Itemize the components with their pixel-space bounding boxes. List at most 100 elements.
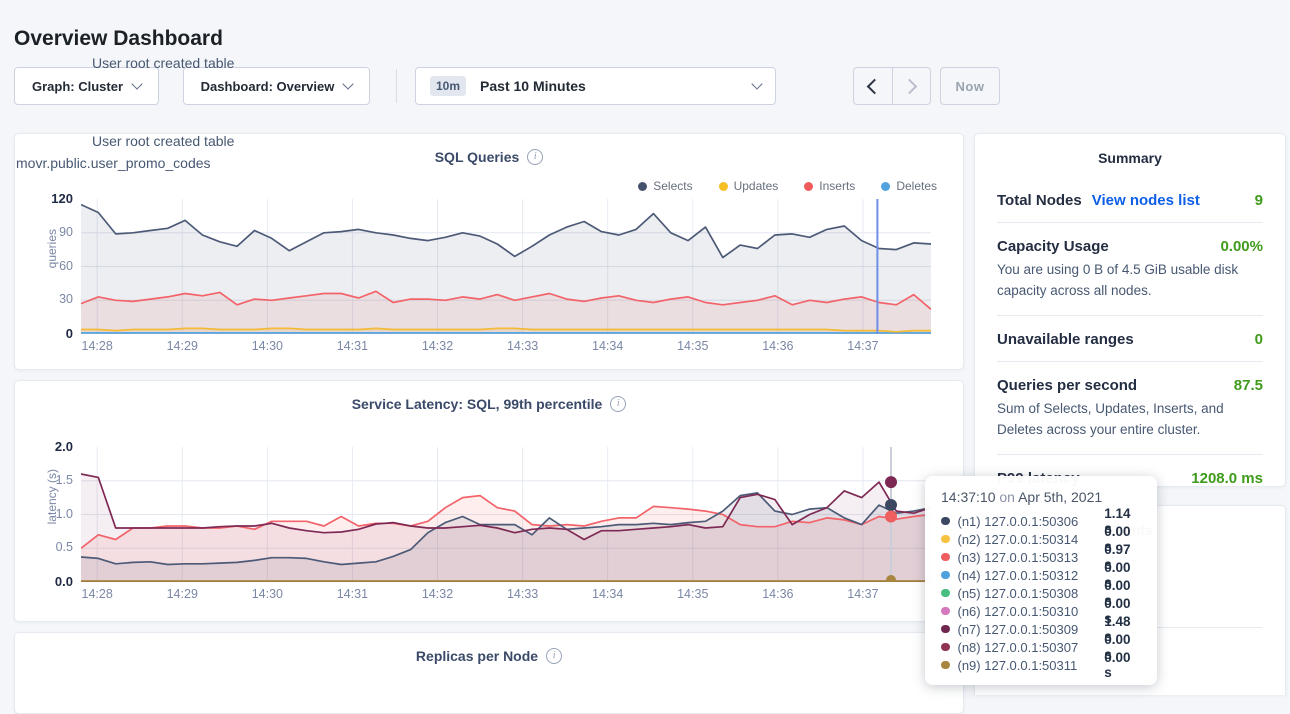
legend-dot-icon: [804, 182, 813, 191]
x-axis-tick: 14:35: [663, 587, 723, 601]
legend-dot-icon: [881, 182, 890, 191]
summary-subtext: Sum of Selects, Updates, Inserts, and De…: [997, 399, 1263, 441]
sql-queries-plot[interactable]: [81, 199, 931, 334]
tooltip-row: (n9) 127.0.0.1:503110.00 s: [941, 656, 1141, 674]
legend-item-updates[interactable]: Updates: [719, 179, 779, 193]
legend-item-deletes[interactable]: Deletes: [881, 179, 937, 193]
tooltip-node-address: (n3) 127.0.0.1:50313: [958, 550, 1105, 565]
tooltip-node-address: (n9) 127.0.0.1:50311: [958, 658, 1105, 673]
y-axis-tick: 30: [19, 292, 73, 306]
summary-divider: [997, 315, 1263, 316]
node-color-dot-icon: [941, 661, 950, 670]
x-axis-tick: 14:28: [67, 339, 127, 353]
x-axis-tick: 14:37: [833, 339, 893, 353]
legend-dot-icon: [719, 182, 728, 191]
time-back-button[interactable]: [854, 68, 893, 104]
node-color-dot-icon: [941, 535, 950, 544]
y-axis-tick: 120: [19, 191, 73, 206]
summary-label: Queries per second: [997, 377, 1137, 394]
summary-label: Capacity Usage: [997, 238, 1109, 255]
tooltip-node-address: (n8) 127.0.0.1:50307: [958, 640, 1105, 655]
dashboard-dropdown[interactable]: Dashboard: Overview: [183, 67, 370, 105]
chart-title: Replicas per Node: [416, 648, 538, 664]
replicas-card: Replicas per Node i: [14, 632, 964, 714]
tooltip-node-address: (n1) 127.0.0.1:50306: [958, 514, 1105, 529]
summary-row: Total Nodes View nodes list 9: [997, 192, 1263, 209]
legend-item-selects[interactable]: Selects: [638, 179, 692, 193]
x-axis-tick: 14:34: [578, 587, 638, 601]
x-axis-tick: 14:36: [748, 339, 808, 353]
tooltip-node-address: (n6) 127.0.0.1:50310: [958, 604, 1105, 619]
info-icon[interactable]: i: [527, 149, 543, 165]
x-axis-tick: 14:30: [237, 339, 297, 353]
latency-plot[interactable]: [81, 447, 931, 582]
y-axis-tick: 60: [19, 259, 73, 273]
tooltip-node-address: (n4) 127.0.0.1:50312: [958, 568, 1105, 583]
summary-panel: Summary Total NodesView nodes list9Capac…: [974, 133, 1286, 487]
summary-value: 1208.0 ms: [1191, 470, 1263, 487]
x-axis-tick: 14:31: [322, 339, 382, 353]
node-color-dot-icon: [941, 553, 950, 562]
chart-tooltip: 14:37:10 on Apr 5th, 2021 (n1) 127.0.0.1…: [925, 476, 1157, 685]
time-pager: [853, 67, 931, 105]
y-axis-tick: 90: [19, 225, 73, 239]
summary-label: Unavailable ranges: [997, 331, 1134, 348]
node-color-dot-icon: [941, 571, 950, 580]
summary-divider: [997, 222, 1263, 223]
summary-divider: [997, 361, 1263, 362]
tooltip-node-address: (n5) 127.0.0.1:50308: [958, 586, 1105, 601]
legend-item-inserts[interactable]: Inserts: [804, 179, 855, 193]
tooltip-timestamp: 14:37:10 on Apr 5th, 2021: [941, 489, 1141, 505]
x-axis-tick: 14:34: [578, 339, 638, 353]
legend-label: Deletes: [896, 179, 937, 193]
graph-dropdown[interactable]: Graph: Cluster: [14, 67, 159, 105]
node-color-dot-icon: [941, 643, 950, 652]
time-forward-button[interactable]: [893, 68, 931, 104]
x-axis-tick: 14:33: [493, 339, 553, 353]
event-item[interactable]: movr.public.user_promo_codes: [16, 155, 211, 171]
y-axis-tick: 2.0: [19, 439, 73, 454]
x-axis-tick: 14:29: [152, 339, 212, 353]
summary-subtext: You are using 0 B of 4.5 GiB usable disk…: [997, 260, 1263, 302]
event-item[interactable]: User root created table: [92, 133, 234, 149]
chart-legend: Selects Updates Inserts Deletes: [638, 179, 937, 193]
summary-label: Total Nodes: [997, 192, 1082, 209]
node-color-dot-icon: [941, 607, 950, 616]
summary-row: Capacity Usage 0.00%: [997, 238, 1263, 255]
y-axis-tick: 0.0: [19, 574, 73, 589]
summary-row: Unavailable ranges 0: [997, 331, 1263, 348]
toolbar-divider: [396, 69, 397, 103]
time-range-dropdown[interactable]: 10m Past 10 Minutes: [415, 67, 776, 105]
tooltip-node-value: 0.00 s: [1104, 650, 1141, 680]
x-axis-tick: 14:31: [322, 587, 382, 601]
summary-value: 0.00%: [1220, 238, 1263, 255]
chevron-down-icon: [343, 78, 354, 89]
x-axis-tick: 14:29: [152, 587, 212, 601]
info-icon[interactable]: i: [610, 396, 626, 412]
x-axis-tick: 14:32: [408, 339, 468, 353]
chevron-down-icon: [751, 78, 762, 89]
legend-label: Updates: [734, 179, 779, 193]
node-color-dot-icon: [941, 589, 950, 598]
view-nodes-list-link[interactable]: View nodes list: [1092, 192, 1200, 209]
dashboard-dropdown-label: Dashboard: Overview: [201, 79, 335, 94]
summary-divider: [997, 454, 1263, 455]
now-button[interactable]: Now: [940, 67, 1000, 105]
time-range-label: Past 10 Minutes: [480, 78, 586, 94]
graph-dropdown-label: Graph: Cluster: [32, 79, 123, 94]
y-axis-tick: 0.5: [19, 540, 73, 554]
x-axis-tick: 14:33: [493, 587, 553, 601]
x-axis-tick: 14:30: [237, 587, 297, 601]
x-axis-tick: 14:36: [748, 587, 808, 601]
tooltip-node-address: (n7) 127.0.0.1:50309: [958, 622, 1105, 637]
chevron-right-icon: [902, 78, 918, 94]
summary-value: 9: [1255, 192, 1263, 209]
x-axis-tick: 14:28: [67, 587, 127, 601]
event-item[interactable]: User root created table: [92, 55, 234, 71]
legend-label: Selects: [653, 179, 692, 193]
time-range-badge: 10m: [430, 76, 466, 96]
summary-value: 0: [1255, 331, 1263, 348]
tooltip-node-address: (n2) 127.0.0.1:50314: [958, 532, 1105, 547]
y-axis-tick: 0: [19, 326, 73, 341]
info-icon[interactable]: i: [546, 648, 562, 664]
